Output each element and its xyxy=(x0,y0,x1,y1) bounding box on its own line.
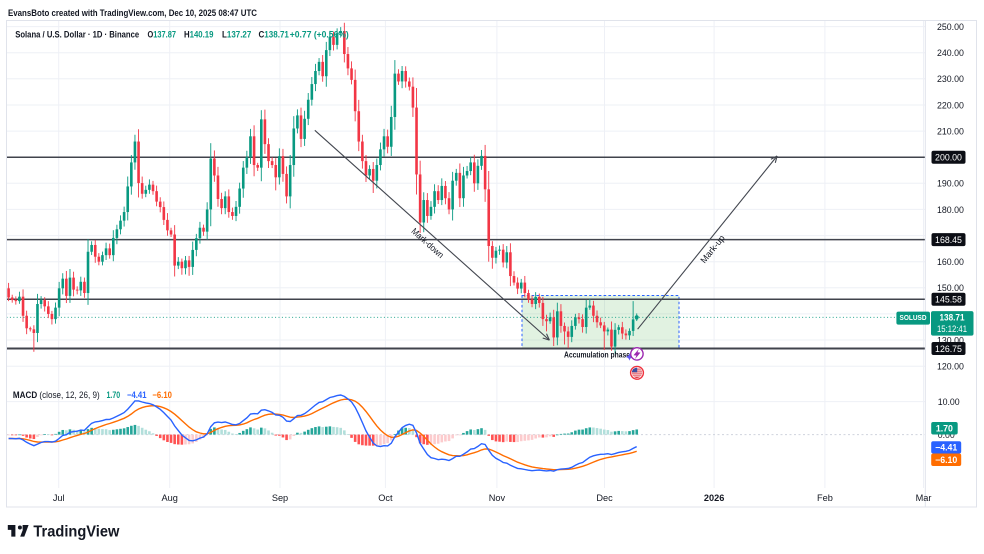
svg-text:240.00: 240.00 xyxy=(937,48,964,58)
svg-text:1.70: 1.70 xyxy=(936,423,953,433)
svg-text:EvansBoto created with Trading: EvansBoto created with TradingView.com, … xyxy=(8,8,257,19)
svg-text:126.75: 126.75 xyxy=(935,344,962,354)
svg-text:−4.41: −4.41 xyxy=(935,442,957,452)
svg-text:220.00: 220.00 xyxy=(937,100,964,110)
svg-text:Dec: Dec xyxy=(596,493,613,503)
svg-text:L137.27: L137.27 xyxy=(222,29,251,39)
svg-text:−6.10: −6.10 xyxy=(152,390,172,400)
svg-text:145.58: 145.58 xyxy=(935,295,962,305)
svg-text:138.71: 138.71 xyxy=(940,313,965,323)
svg-text:Oct: Oct xyxy=(378,493,393,503)
svg-text:MACD (close, 12, 26, 9): MACD (close, 12, 26, 9) xyxy=(13,390,100,400)
svg-text:120.00: 120.00 xyxy=(937,362,964,372)
svg-text:Solana / U.S. Dollar · 1D · Bi: Solana / U.S. Dollar · 1D · Binance xyxy=(15,29,139,39)
svg-text:SOLUSD: SOLUSD xyxy=(900,313,927,322)
svg-text:0.00: 0.00 xyxy=(938,430,955,440)
svg-text:2026: 2026 xyxy=(704,493,724,503)
svg-text:Mar: Mar xyxy=(916,493,932,503)
svg-text:210.00: 210.00 xyxy=(937,127,964,137)
svg-text:−4.41: −4.41 xyxy=(127,390,147,400)
svg-text:160.00: 160.00 xyxy=(937,257,964,267)
svg-text:15:12:41: 15:12:41 xyxy=(937,324,967,334)
svg-text:Jul: Jul xyxy=(53,493,65,503)
svg-text:H140.19: H140.19 xyxy=(184,29,214,39)
svg-text:10.00: 10.00 xyxy=(938,397,960,407)
svg-text:250.00: 250.00 xyxy=(937,22,964,32)
svg-text:1.70: 1.70 xyxy=(107,390,121,400)
svg-text:230.00: 230.00 xyxy=(937,74,964,84)
svg-text:O137.87: O137.87 xyxy=(148,29,177,39)
svg-text:150.00: 150.00 xyxy=(937,283,964,293)
svg-text:180.00: 180.00 xyxy=(937,205,964,215)
svg-text:130.00: 130.00 xyxy=(937,335,964,345)
svg-text:190.00: 190.00 xyxy=(937,179,964,189)
svg-text:−6.10: −6.10 xyxy=(935,455,957,465)
svg-text:Aug: Aug xyxy=(162,493,178,503)
svg-text:TradingView: TradingView xyxy=(33,524,120,541)
svg-text:C138.71: C138.71 xyxy=(259,29,289,39)
svg-text:Feb: Feb xyxy=(817,493,833,503)
svg-text:Nov: Nov xyxy=(489,493,506,503)
svg-text:200.00: 200.00 xyxy=(935,153,962,163)
svg-text:Sep: Sep xyxy=(272,493,288,503)
svg-text:Accumulation phase: Accumulation phase xyxy=(564,351,631,360)
svg-text:+0.77 (+0.56%): +0.77 (+0.56%) xyxy=(290,29,349,39)
svg-text:168.45: 168.45 xyxy=(935,235,962,245)
